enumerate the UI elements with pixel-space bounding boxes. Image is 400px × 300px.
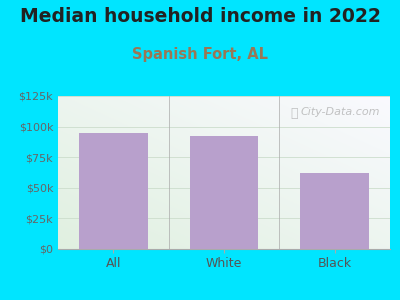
Text: Spanish Fort, AL: Spanish Fort, AL [132,46,268,62]
Bar [190,136,258,249]
Text: City-Data.com: City-Data.com [300,107,380,117]
Bar [79,133,148,249]
Bar [300,173,369,249]
Text: Median household income in 2022: Median household income in 2022 [20,8,380,26]
Text: ⌕: ⌕ [290,107,298,120]
